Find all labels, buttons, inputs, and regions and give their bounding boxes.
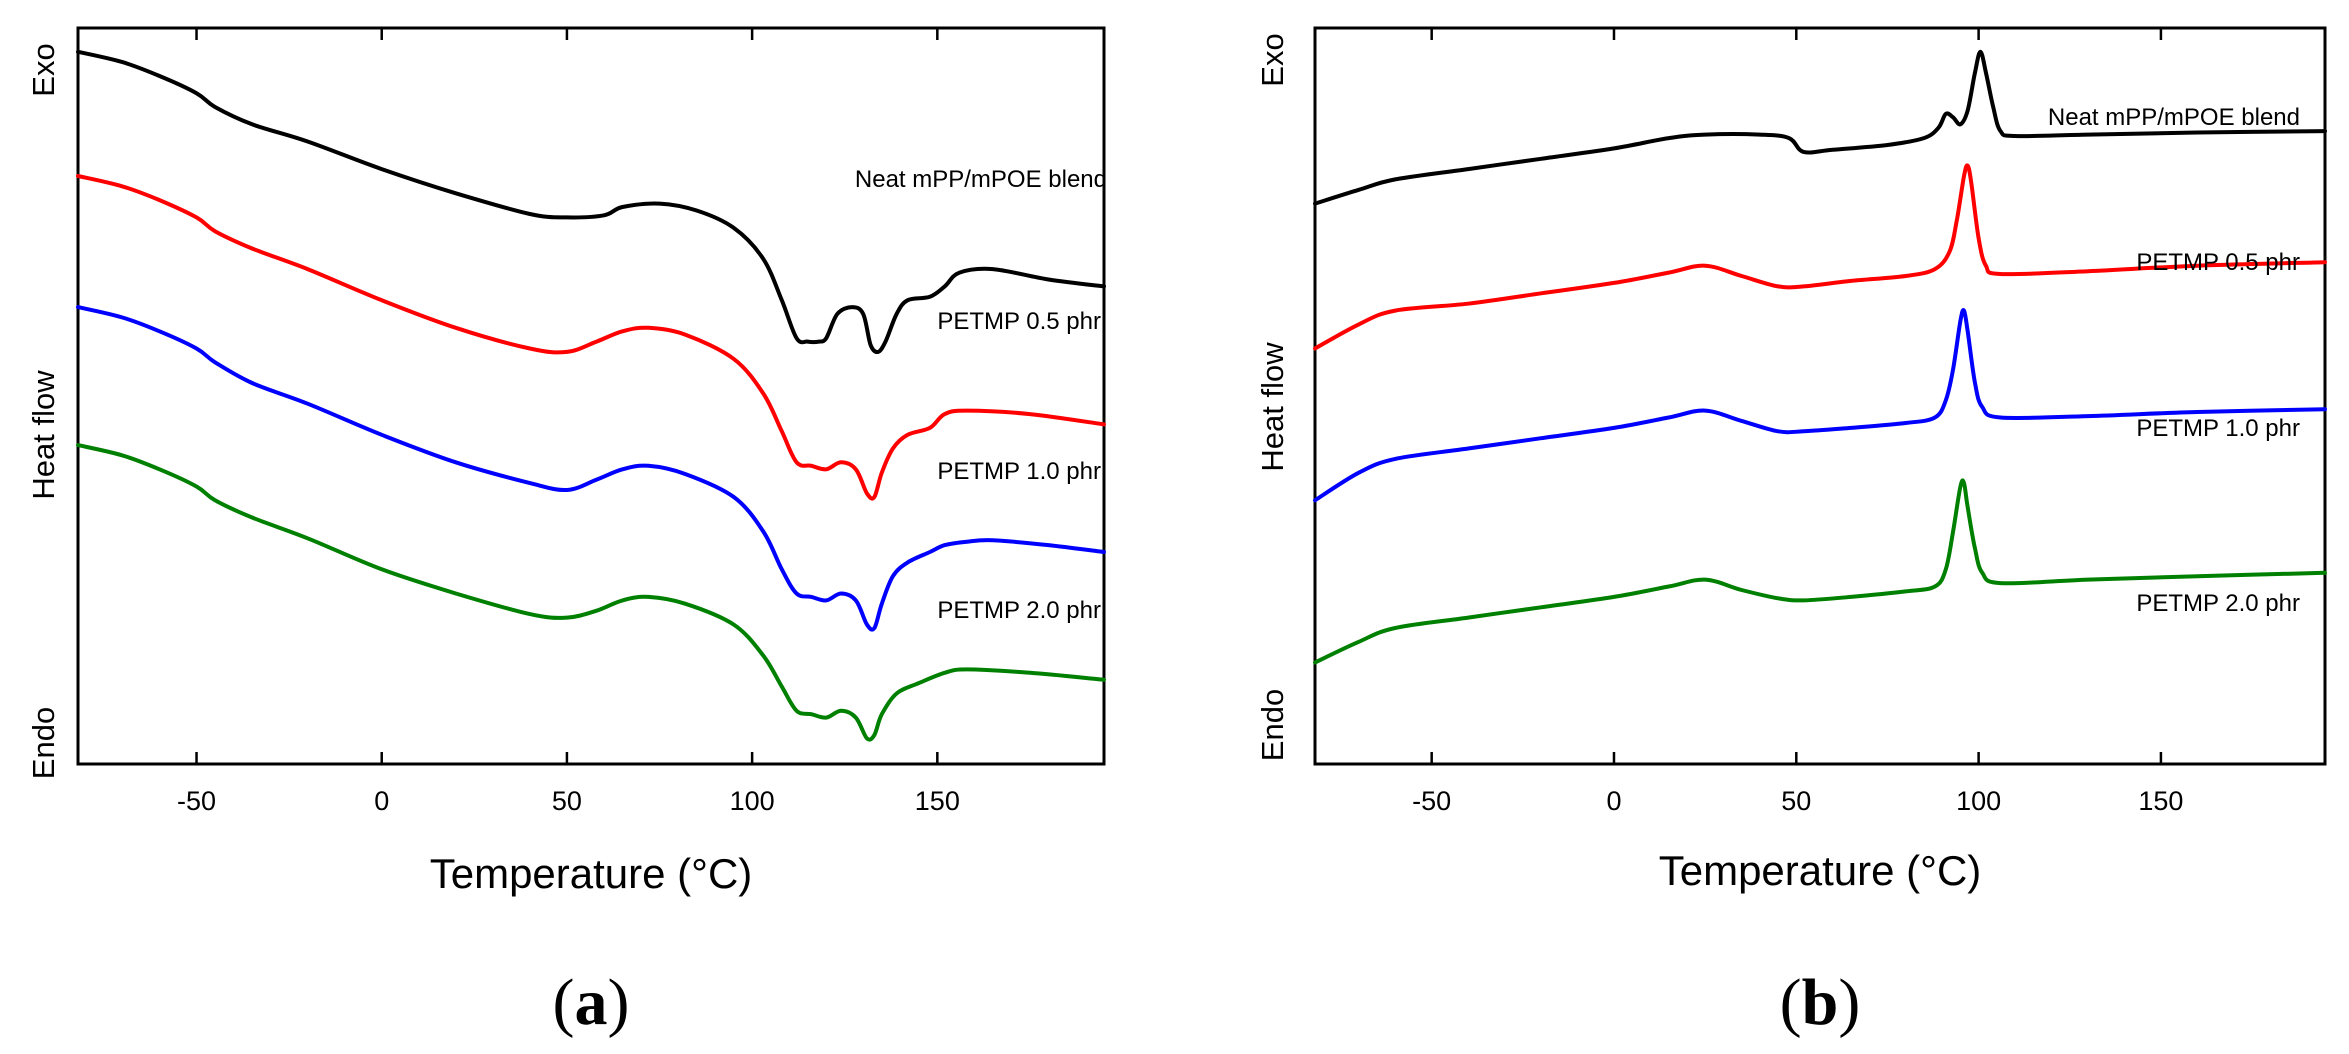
panel-a-series-line-3 <box>76 443 1106 742</box>
panel-b-series-line-0 <box>1313 49 2327 206</box>
panel-b-ylabel: Heat flow <box>1255 342 1290 472</box>
panel-b-x-tick-label: 50 <box>1781 786 1811 816</box>
panel-b-series-label-2: PETMP 1.0 phr <box>2136 415 2300 442</box>
panel-a-letter: a <box>575 966 608 1039</box>
panel-b-series-line-2 <box>1313 308 2327 503</box>
panel-b-series-label-1: PETMP 0.5 phr <box>2136 249 2300 276</box>
panel-b-curves <box>1313 49 2327 665</box>
panel-a-series-label-3: PETMP 2.0 phr <box>937 597 1101 624</box>
panel-a-series-label-1: PETMP 0.5 phr <box>937 308 1101 335</box>
panel-a-x-tick-label: 0 <box>374 786 389 816</box>
panel-b-x-ticks: -50 0 50 100 150 <box>1412 28 2183 816</box>
panel-b-x-tick-label: 0 <box>1606 786 1621 816</box>
panel-b: -50 0 50 100 150 Neat mPP/mPOE blend PETMP 0.… <box>1255 26 2327 1039</box>
panel-a-series-label-0: Neat mPP/mPOE blend <box>855 166 1107 193</box>
panel-a-x-tick-label: 50 <box>552 786 582 816</box>
panel-b-series-labels: Neat mPP/mPOE blend PETMP 0.5 phr PETMP 1.… <box>2048 104 2300 617</box>
panel-b-x-tick-label: -50 <box>1412 786 1451 816</box>
panel-a-ylabel: Heat flow <box>26 370 61 500</box>
panel-a-x-tick-label: -50 <box>177 786 216 816</box>
panel-a-ylabel-top: Exo <box>26 43 61 96</box>
panel-a-series-line-2 <box>76 305 1106 632</box>
panel-b-series-label-3: PETMP 2.0 phr <box>2136 590 2300 617</box>
panel-a-x-tick-label: 100 <box>730 786 775 816</box>
panel-a-curves <box>76 49 1106 742</box>
panel-b-letter: b <box>1802 966 1839 1039</box>
panel-b-ylabel-bottom: Endo <box>1255 689 1290 761</box>
panel-b-series-line-1 <box>1313 163 2327 351</box>
panel-a-x-tick-label: 150 <box>915 786 960 816</box>
panel-b-ylabel-top: Exo <box>1255 33 1290 86</box>
panel-b-plot-frame <box>1313 26 2327 766</box>
panel-b-series-line-3 <box>1313 478 2327 665</box>
panel-a-plot-frame <box>76 26 1106 766</box>
panel-b-series-label-0: Neat mPP/mPOE blend <box>2048 104 2300 131</box>
panel-a-label: (a) <box>553 966 630 1039</box>
panel-b-x-tick-label: 150 <box>2138 786 2183 816</box>
panel-b-label: (b) <box>1780 966 1861 1039</box>
panel-a-xlabel: Temperature (°C) <box>430 850 753 897</box>
panel-a-series-labels: Neat mPP/mPOE blend PETMP 0.5 phr PETMP 1.… <box>855 166 1107 624</box>
panel-a-series-line-1 <box>76 174 1106 501</box>
panel-a-x-ticks: -50 0 50 100 150 <box>177 28 960 816</box>
panel-b-x-tick-label: 100 <box>1956 786 2001 816</box>
panel-a-series-label-2: PETMP 1.0 phr <box>937 458 1101 485</box>
panel-a-series-line-0 <box>76 49 1106 355</box>
panel-b-xlabel: Temperature (°C) <box>1659 847 1982 894</box>
panel-a-ylabel-bottom: Endo <box>26 707 61 779</box>
panel-a: -50 0 50 100 150 Neat mPP/mPOE blend PETMP 0.… <box>26 26 1107 1039</box>
